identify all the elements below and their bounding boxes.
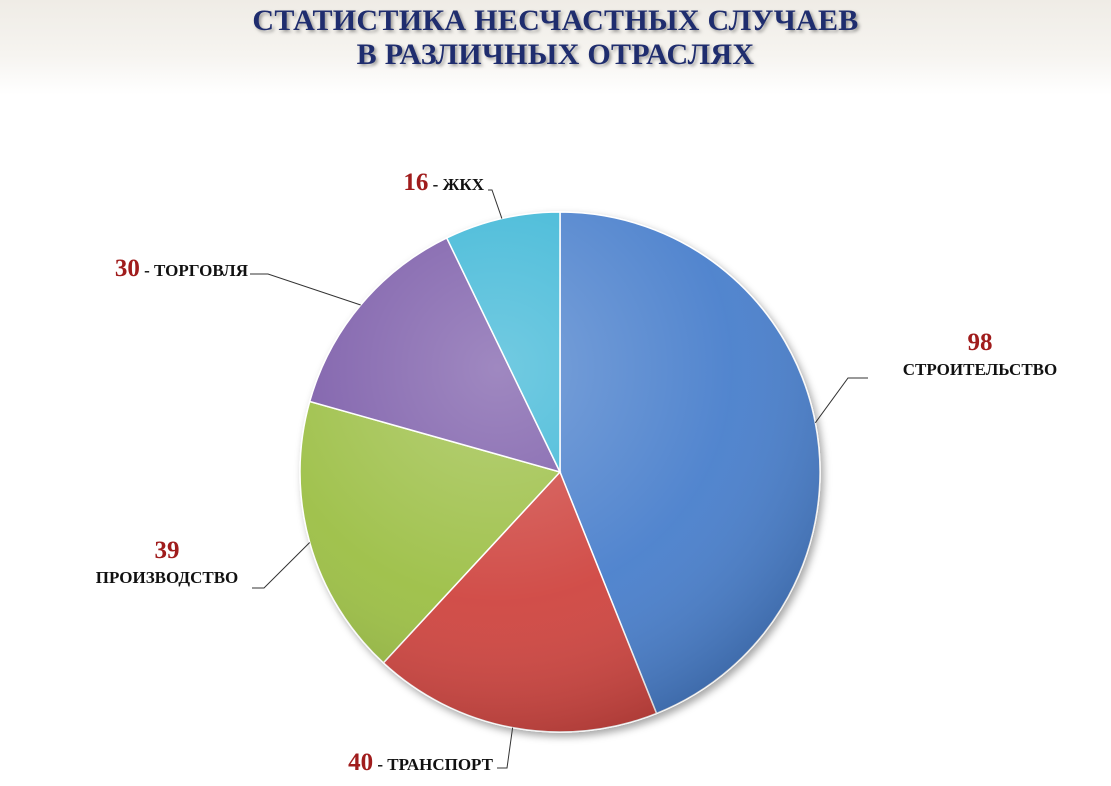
data-label: 40 - ТРАНСПОРТ	[348, 749, 494, 776]
chart-title-line-2: В РАЗЛИЧНЫХ ОТРАСЛЯХ	[356, 38, 755, 71]
leader-line-3	[252, 542, 311, 589]
data-label-value: 98	[968, 329, 993, 356]
leader-line-2	[497, 727, 514, 769]
data-label-category: - ТОРГОВЛЯ	[140, 261, 248, 280]
pie-slices	[299, 211, 821, 733]
data-label-value: 40	[348, 749, 373, 776]
data-label: 16 - ЖКХ	[403, 169, 484, 196]
data-label-value: 16	[403, 169, 428, 196]
leader-line-4	[250, 273, 361, 306]
slice-labels: 98 СТРОИТЕЛЬСТВО 40 - ТРАНСПОРТ 39 ПРОИЗВОДС…	[96, 169, 1058, 776]
data-label: 30 - ТОРГОВЛЯ	[115, 255, 248, 282]
data-label-category: СТРОИТЕЛЬСТВО	[903, 360, 1057, 379]
slice-label-2: 40 - ТРАНСПОРТ	[348, 749, 494, 776]
slice-label-4: 30 - ТОРГОВЛЯ	[115, 255, 248, 282]
leader-line-1	[814, 377, 868, 424]
data-label-value: 30	[115, 255, 140, 282]
slice-label-1: 98 СТРОИТЕЛЬСТВО	[903, 329, 1057, 379]
slice-label-3: 39 ПРОИЗВОДСТВО	[96, 537, 239, 587]
data-label-category: - ЖКХ	[428, 175, 484, 194]
data-label-category: ПРОИЗВОДСТВО	[96, 568, 239, 587]
chart-title: СТАТИСТИКА НЕСЧАСТНЫХ СЛУЧАЕВ В РАЗЛИЧНЫ…	[0, 4, 1111, 72]
leader-lines	[250, 189, 868, 769]
chart-title-line-1: СТАТИСТИКА НЕСЧАСТНЫХ СЛУЧАЕВ	[252, 4, 859, 37]
data-label-category: - ТРАНСПОРТ	[373, 755, 494, 774]
data-label-value: 39	[155, 537, 180, 564]
leader-line-5	[488, 189, 503, 219]
slice-label-5: 16 - ЖКХ	[403, 169, 484, 196]
